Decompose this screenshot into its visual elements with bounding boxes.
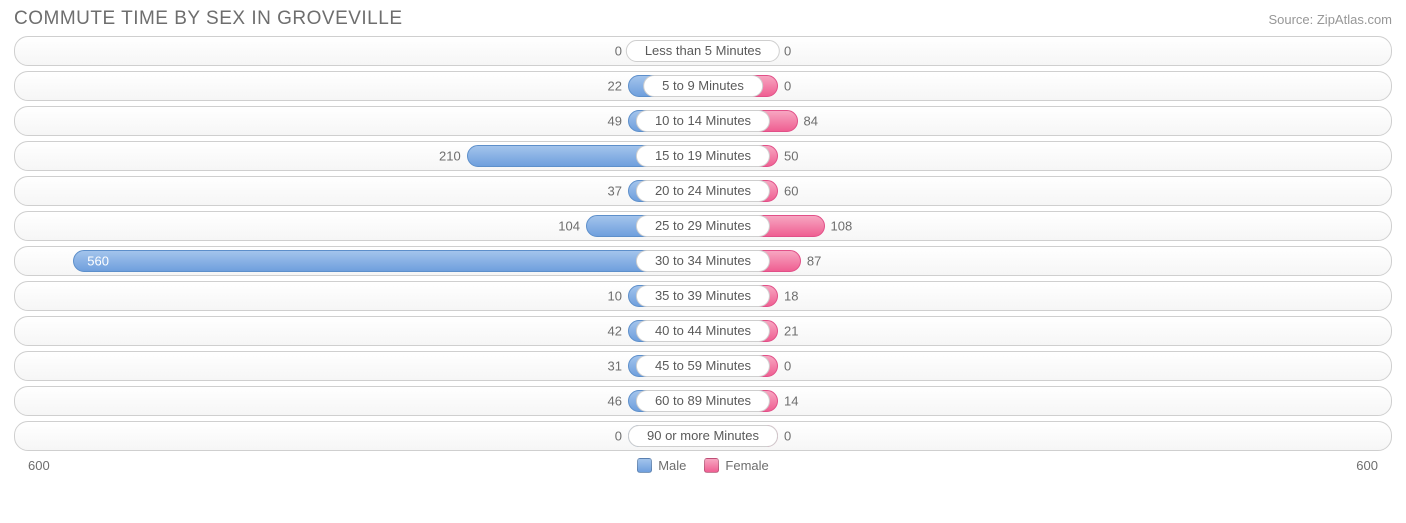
category-label: 40 to 44 Minutes xyxy=(636,320,770,342)
category-label: 90 or more Minutes xyxy=(628,425,778,447)
chart-row: 5 to 9 Minutes 22 0 xyxy=(14,71,1392,101)
category-label: 60 to 89 Minutes xyxy=(636,390,770,412)
axis-left-max: 600 xyxy=(28,458,50,473)
axis-right-max: 600 xyxy=(1356,458,1378,473)
male-value: 0 xyxy=(615,44,622,59)
category-label: 35 to 39 Minutes xyxy=(636,285,770,307)
chart-row: 60 to 89 Minutes 46 14 xyxy=(14,386,1392,416)
male-value: 10 xyxy=(608,289,622,304)
chart-row: 90 or more Minutes 0 0 xyxy=(14,421,1392,451)
female-value: 14 xyxy=(784,394,798,409)
chart-row: 35 to 39 Minutes 10 18 xyxy=(14,281,1392,311)
category-label: 45 to 59 Minutes xyxy=(636,355,770,377)
legend-male-label: Male xyxy=(658,458,686,473)
category-label: 10 to 14 Minutes xyxy=(636,110,770,132)
female-value: 108 xyxy=(831,219,853,234)
female-value: 60 xyxy=(784,184,798,199)
female-value: 87 xyxy=(807,254,821,269)
legend: Male Female xyxy=(637,458,769,473)
category-label: 15 to 19 Minutes xyxy=(636,145,770,167)
category-label: 5 to 9 Minutes xyxy=(643,75,763,97)
female-value: 0 xyxy=(784,44,791,59)
male-value: 46 xyxy=(608,394,622,409)
male-bar xyxy=(73,250,703,272)
female-value: 50 xyxy=(784,149,798,164)
legend-male: Male xyxy=(637,458,686,473)
male-value: 37 xyxy=(608,184,622,199)
male-value: 210 xyxy=(439,149,461,164)
chart-source: Source: ZipAtlas.com xyxy=(1268,12,1392,27)
female-value: 0 xyxy=(784,359,791,374)
legend-female-label: Female xyxy=(725,458,768,473)
female-value: 0 xyxy=(784,429,791,444)
female-value: 18 xyxy=(784,289,798,304)
chart-row: 45 to 59 Minutes 31 0 xyxy=(14,351,1392,381)
chart-row: 40 to 44 Minutes 42 21 xyxy=(14,316,1392,346)
male-swatch-icon xyxy=(637,458,652,473)
chart-row: 30 to 34 Minutes 560 87 xyxy=(14,246,1392,276)
chart-row: 15 to 19 Minutes 210 50 xyxy=(14,141,1392,171)
male-value: 22 xyxy=(608,79,622,94)
category-label: 30 to 34 Minutes xyxy=(636,250,770,272)
male-value: 49 xyxy=(608,114,622,129)
female-value: 21 xyxy=(784,324,798,339)
legend-female: Female xyxy=(704,458,768,473)
male-value: 31 xyxy=(608,359,622,374)
chart-row: 20 to 24 Minutes 37 60 xyxy=(14,176,1392,206)
category-label: Less than 5 Minutes xyxy=(626,40,780,62)
male-value: 42 xyxy=(608,324,622,339)
female-swatch-icon xyxy=(704,458,719,473)
female-value: 84 xyxy=(804,114,818,129)
category-label: 20 to 24 Minutes xyxy=(636,180,770,202)
chart-body: Less than 5 Minutes 0 0 5 to 9 Minutes 22 0 10… xyxy=(0,36,1406,451)
chart-title: COMMUTE TIME BY SEX IN GROVEVILLE xyxy=(14,8,403,30)
male-value: 560 xyxy=(87,254,109,269)
male-value: 0 xyxy=(615,429,622,444)
chart-row: 25 to 29 Minutes 104 108 xyxy=(14,211,1392,241)
category-label: 25 to 29 Minutes xyxy=(636,215,770,237)
chart-row: Less than 5 Minutes 0 0 xyxy=(14,36,1392,66)
chart-row: 10 to 14 Minutes 49 84 xyxy=(14,106,1392,136)
female-value: 0 xyxy=(784,79,791,94)
male-value: 104 xyxy=(558,219,580,234)
